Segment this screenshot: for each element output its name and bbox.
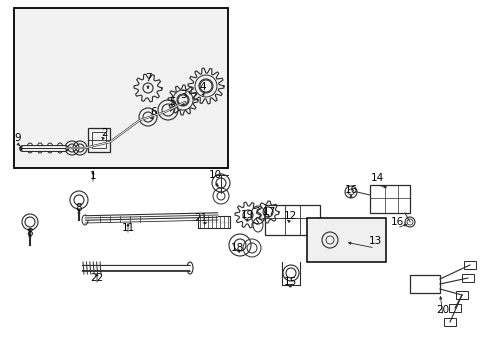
Text: 12: 12 [283,211,296,221]
Bar [461,274,473,282]
Bar [264,205,319,235]
Text: 10: 10 [208,170,221,180]
Bar [448,304,460,312]
Bar [443,318,455,326]
Text: 4: 4 [199,82,206,92]
Text: 2: 2 [102,128,108,138]
Text: 7: 7 [144,73,151,83]
Bar [92,132,106,148]
Bar [455,291,467,299]
Text: 16: 16 [344,185,357,195]
Text: 21: 21 [194,213,207,223]
Bar [369,185,409,213]
Text: 16: 16 [389,217,403,227]
Bar [306,218,385,262]
Text: 14: 14 [369,173,383,183]
Bar [14,8,227,168]
Text: 15: 15 [283,277,296,287]
Text: 8: 8 [76,203,82,213]
Text: 13: 13 [367,236,381,246]
Bar [463,261,475,269]
Bar [88,128,110,152]
Text: 1: 1 [89,171,96,181]
Text: 8: 8 [27,228,33,238]
Text: 9: 9 [15,133,21,143]
Text: 18: 18 [230,243,243,253]
Text: 22: 22 [90,273,103,283]
Text: 11: 11 [121,223,134,233]
Text: 3: 3 [179,90,186,100]
Text: 17: 17 [262,207,275,217]
Text: 5: 5 [168,97,175,107]
Bar [409,275,439,293]
Text: 20: 20 [436,305,448,315]
Text: 19: 19 [240,210,253,220]
Text: 6: 6 [150,107,157,117]
